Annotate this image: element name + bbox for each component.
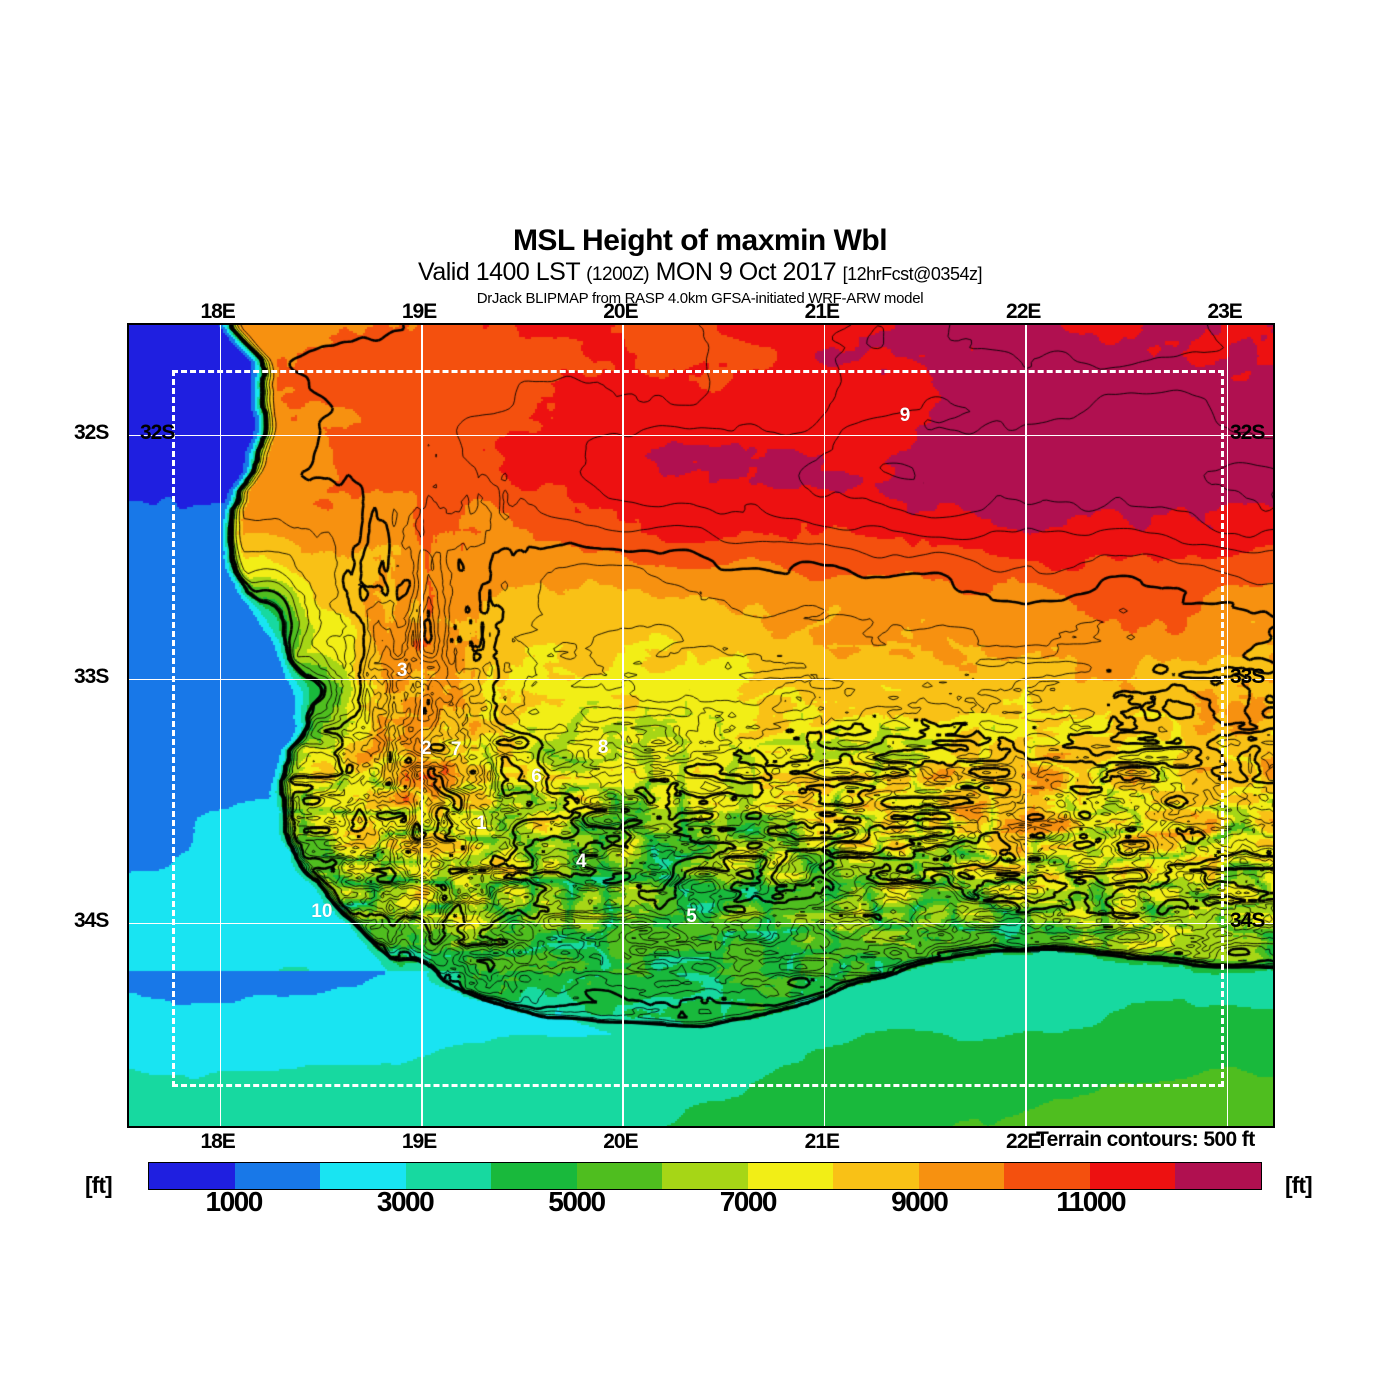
lat-tick-left-32S: 32S (74, 420, 109, 444)
lat-tick-left-33S: 33S (74, 664, 109, 688)
lon-tick-top-21E: 21E (804, 300, 840, 323)
graticule-parallel-33S (129, 678, 1273, 681)
graticule-meridian-18E (219, 325, 222, 1126)
valid-time-line: Valid 1400 LST (1200Z) MON 9 Oct 2017 [1… (0, 258, 1400, 289)
lat-tick-right-33S: 33S (1230, 664, 1265, 688)
terrain-contour-canvas (129, 325, 1273, 1126)
colorbar-label-5000: 5000 (548, 1186, 606, 1217)
colorbar-band-5 (576, 1163, 663, 1189)
colorbar-label-3000: 3000 (376, 1186, 435, 1217)
graticule-meridian-22E (1025, 325, 1027, 1126)
colorbar-label-7000: 7000 (719, 1186, 778, 1217)
colorbar-label-1000: 1000 (205, 1186, 264, 1217)
lat-tick-left-32S: 32S (140, 420, 175, 444)
lon-tick-bottom-19E: 19E (401, 1130, 437, 1153)
lon-tick-top-22E: 22E (1006, 300, 1041, 323)
page-title: MSL Height of maxmin Wbl (512, 224, 888, 257)
waypoint-marker-2[interactable]: 2 (421, 738, 432, 760)
colorbar-band-9 (918, 1163, 1005, 1189)
colorbar-band-11 (1089, 1163, 1176, 1189)
colorbar-label-11000: 11000 (1056, 1186, 1126, 1217)
waypoint-marker-8[interactable]: 8 (597, 736, 609, 758)
waypoint-marker-1[interactable]: 1 (476, 813, 487, 835)
colorbar-band-10 (1004, 1163, 1090, 1189)
graticule-meridian-19E (421, 325, 423, 1126)
colorbar-band-6 (662, 1163, 748, 1189)
lat-tick-right-34S: 34S (1230, 908, 1265, 932)
lon-tick-bottom-21E: 21E (804, 1130, 840, 1153)
graticule-meridian-20E (622, 325, 624, 1126)
colorbar-unit-left: [ft] (85, 1172, 113, 1198)
lon-tick-bottom-18E: 18E (200, 1130, 235, 1153)
graticule-parallel-32S (129, 434, 1273, 437)
model-subtitle: DrJack BLIPMAP from RASP 4.0km GFSA-init… (476, 290, 924, 307)
colorbar[interactable] (148, 1162, 1262, 1190)
domain-boundary-box (172, 370, 1224, 1087)
waypoint-marker-10[interactable]: 10 (311, 900, 333, 922)
waypoint-marker-7[interactable]: 7 (450, 739, 462, 761)
valid-zulu: (1200Z) (586, 264, 650, 285)
waypoint-marker-9[interactable]: 9 (899, 404, 911, 426)
waypoint-marker-3[interactable]: 3 (396, 660, 408, 682)
graticule-meridian-21E (823, 325, 826, 1126)
lon-tick-top-18E: 18E (200, 300, 235, 323)
waypoint-marker-4[interactable]: 4 (576, 850, 587, 872)
lat-tick-right-32S: 32S (1230, 420, 1265, 444)
forecast-tag: [12hrFcst@0354z] (842, 264, 983, 284)
terrain-contour-note: Terrain contours: 500 ft (1036, 1128, 1255, 1151)
lon-tick-top-19E: 19E (401, 300, 437, 323)
title-block: MSL Height of maxmin Wbl Valid 1400 LST … (0, 224, 1400, 309)
lon-tick-bottom-20E: 20E (603, 1130, 638, 1153)
graticule-parallel-34S (129, 922, 1273, 925)
valid-date: MON 9 Oct 2017 (655, 258, 837, 286)
waypoint-marker-6[interactable]: 6 (531, 766, 542, 788)
waypoint-marker-5[interactable]: 5 (686, 905, 697, 927)
lon-tick-top-20E: 20E (603, 300, 638, 323)
colorbar-band-8 (833, 1163, 919, 1189)
colorbar-unit-right: [ft] (1285, 1172, 1313, 1198)
colorbar-label-9000: 9000 (891, 1186, 949, 1217)
colorbar-band-1 (234, 1163, 321, 1189)
lon-tick-top-23E: 23E (1207, 300, 1242, 323)
colorbar-band-12 (1175, 1163, 1261, 1189)
colorbar-band-4 (491, 1163, 577, 1189)
map-plot-area[interactable]: 1 2 3 4 5 6 7 8 9 10 (127, 323, 1275, 1128)
colorbar-band-3 (405, 1163, 492, 1189)
colorbar-band-7 (747, 1163, 834, 1189)
lat-tick-left-34S: 34S (74, 908, 109, 932)
lon-tick-bottom-22E: 22E (1006, 1130, 1041, 1153)
colorbar-band-2 (320, 1163, 406, 1189)
valid-prefix: Valid 1400 LST (418, 258, 580, 286)
colorbar-band-0 (149, 1163, 235, 1189)
graticule-meridian-23E (1226, 325, 1229, 1126)
